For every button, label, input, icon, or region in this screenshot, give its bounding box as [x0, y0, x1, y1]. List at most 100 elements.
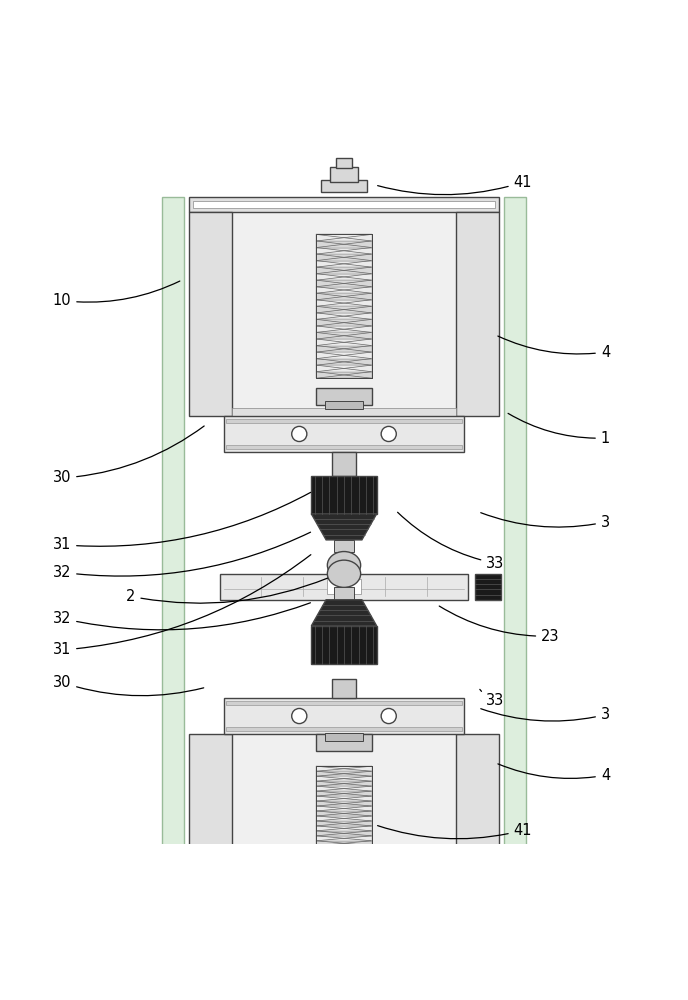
Polygon shape [321, 180, 367, 192]
Polygon shape [232, 734, 456, 868]
Ellipse shape [327, 560, 361, 587]
Polygon shape [316, 254, 372, 261]
Polygon shape [316, 826, 372, 831]
Polygon shape [224, 416, 464, 452]
Circle shape [292, 426, 307, 442]
Polygon shape [327, 579, 361, 594]
Polygon shape [316, 816, 372, 821]
Text: 3: 3 [481, 707, 610, 722]
Polygon shape [316, 776, 372, 781]
Polygon shape [316, 346, 372, 352]
Text: 33: 33 [398, 512, 504, 571]
Text: 32: 32 [53, 532, 310, 580]
Polygon shape [316, 766, 372, 771]
Polygon shape [336, 894, 352, 906]
Text: 3: 3 [481, 513, 610, 530]
Polygon shape [325, 401, 363, 409]
Polygon shape [316, 806, 372, 811]
Polygon shape [316, 313, 372, 319]
Polygon shape [316, 811, 372, 816]
Polygon shape [321, 891, 367, 898]
Text: 10: 10 [52, 281, 180, 308]
Polygon shape [316, 372, 372, 378]
Polygon shape [334, 540, 354, 552]
Polygon shape [316, 352, 372, 359]
Polygon shape [311, 600, 377, 626]
Polygon shape [325, 733, 363, 741]
Polygon shape [316, 734, 372, 751]
Polygon shape [332, 600, 356, 615]
Polygon shape [224, 698, 464, 734]
Polygon shape [316, 766, 372, 856]
Polygon shape [316, 846, 372, 851]
Text: 33: 33 [480, 689, 504, 708]
Polygon shape [456, 734, 499, 868]
Polygon shape [316, 326, 372, 332]
Polygon shape [316, 300, 372, 306]
Polygon shape [330, 167, 358, 182]
Polygon shape [332, 679, 356, 698]
Polygon shape [311, 626, 377, 664]
Polygon shape [504, 197, 526, 878]
Text: 41: 41 [378, 175, 532, 195]
Polygon shape [316, 796, 372, 801]
Polygon shape [316, 786, 372, 791]
Polygon shape [316, 339, 372, 346]
Polygon shape [226, 445, 462, 449]
Polygon shape [316, 234, 372, 378]
Polygon shape [189, 197, 499, 212]
Polygon shape [162, 197, 184, 878]
Polygon shape [316, 319, 372, 326]
Polygon shape [332, 452, 356, 476]
Polygon shape [316, 791, 372, 796]
Polygon shape [189, 868, 499, 883]
Text: 23: 23 [439, 606, 559, 644]
Polygon shape [316, 332, 372, 339]
Polygon shape [316, 248, 372, 254]
Polygon shape [193, 871, 495, 876]
Circle shape [381, 708, 396, 724]
Polygon shape [316, 851, 372, 856]
Polygon shape [316, 359, 372, 365]
Polygon shape [316, 821, 372, 826]
Ellipse shape [327, 552, 361, 579]
Polygon shape [316, 274, 372, 280]
Text: 31: 31 [53, 555, 311, 657]
Polygon shape [325, 698, 363, 734]
Polygon shape [456, 212, 499, 416]
Polygon shape [189, 734, 232, 868]
Polygon shape [316, 306, 372, 313]
Polygon shape [226, 701, 462, 705]
Polygon shape [316, 287, 372, 293]
Polygon shape [316, 241, 372, 248]
Text: 4: 4 [498, 764, 610, 783]
Text: 30: 30 [53, 426, 204, 485]
Text: 41: 41 [378, 823, 532, 839]
Polygon shape [316, 365, 372, 372]
Polygon shape [232, 212, 456, 416]
Polygon shape [316, 293, 372, 300]
Polygon shape [475, 574, 501, 600]
Polygon shape [189, 212, 232, 416]
Polygon shape [316, 771, 372, 776]
Circle shape [292, 708, 307, 724]
Text: 32: 32 [53, 603, 310, 630]
Polygon shape [316, 280, 372, 287]
Polygon shape [316, 841, 372, 846]
Text: 2: 2 [126, 578, 327, 604]
Polygon shape [316, 831, 372, 836]
Polygon shape [316, 267, 372, 274]
Polygon shape [193, 201, 495, 208]
Polygon shape [311, 514, 377, 540]
Polygon shape [336, 158, 352, 168]
Polygon shape [226, 419, 462, 423]
Polygon shape [330, 880, 358, 896]
Text: 4: 4 [498, 336, 610, 360]
Polygon shape [311, 476, 377, 514]
Circle shape [381, 426, 396, 442]
Polygon shape [316, 836, 372, 841]
Polygon shape [316, 801, 372, 806]
Text: 31: 31 [53, 492, 310, 552]
Polygon shape [334, 587, 354, 600]
Text: 1: 1 [508, 413, 610, 446]
